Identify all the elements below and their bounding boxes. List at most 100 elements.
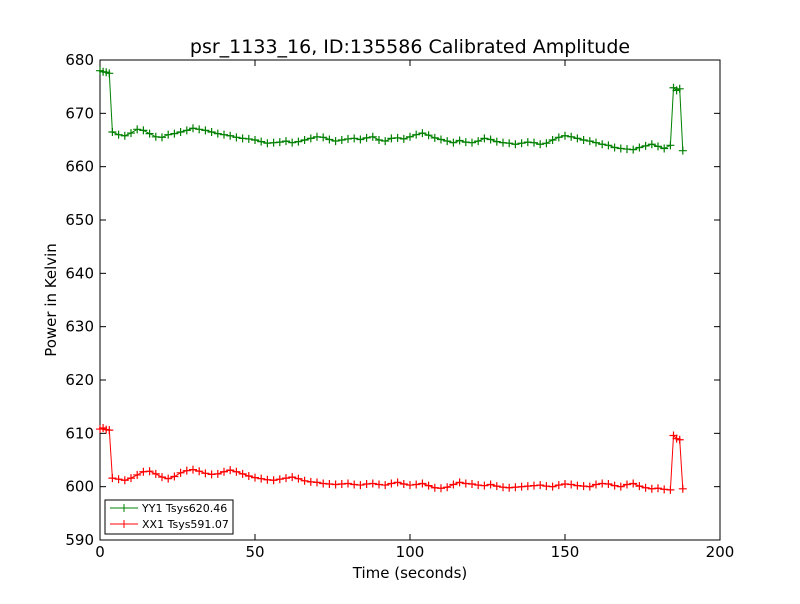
data-point [449, 138, 458, 147]
data-point [635, 143, 644, 152]
data-point [406, 132, 414, 141]
data-point [108, 474, 117, 483]
data-point [492, 482, 501, 491]
data-point [412, 130, 421, 139]
data-point [542, 139, 551, 148]
x-axis-label: Time (seconds) [352, 564, 468, 582]
data-point [474, 137, 483, 146]
y-tick-label: 620 [65, 371, 94, 389]
data-point [182, 126, 191, 135]
y-tick-label: 610 [65, 424, 94, 442]
data-point [424, 481, 433, 490]
data-point [275, 475, 284, 484]
data-point [492, 137, 501, 146]
legend-item-yy1: YY1 Tsys620.46 [110, 502, 227, 515]
data-point [356, 135, 365, 144]
data-point [368, 479, 377, 488]
y-tick-label: 590 [65, 531, 94, 549]
data-point [399, 134, 408, 143]
data-point [375, 136, 383, 144]
data-point [610, 481, 619, 490]
data-point [182, 466, 191, 475]
data-point [127, 474, 135, 483]
data-point [213, 129, 222, 138]
data-point [616, 482, 625, 491]
data-point [226, 466, 235, 475]
plot-area: 0 50 100 150 200 590 600 610 620 630 640 650 660 670 6… [65, 51, 734, 561]
data-point [393, 478, 402, 487]
data-point [306, 134, 315, 143]
data-point [238, 469, 247, 478]
data-point [251, 136, 259, 144]
data-point [176, 468, 185, 477]
data-point [554, 133, 563, 142]
data-point [120, 131, 129, 140]
data-point [678, 146, 687, 155]
x-tick-label: 50 [245, 543, 264, 561]
data-point [443, 483, 452, 492]
data-point [437, 484, 445, 493]
data-point [145, 129, 154, 138]
data-point [530, 138, 538, 147]
y-tick-label: 680 [65, 51, 94, 69]
data-point [387, 479, 396, 488]
data-point [356, 481, 365, 490]
data-point [114, 475, 123, 484]
data-point [393, 133, 402, 142]
data-point [288, 473, 297, 482]
y-tick-label: 600 [65, 478, 94, 496]
data-point [381, 481, 390, 490]
chart-title: psr_1133_16, ID:135586 Calibrated Amplit… [190, 36, 630, 58]
data-point [629, 145, 638, 154]
data-point [592, 138, 600, 147]
data-point [561, 131, 569, 140]
data-point [604, 141, 613, 150]
data-point [145, 467, 154, 476]
data-point [164, 474, 173, 483]
data-point [486, 480, 495, 489]
data-point [275, 138, 284, 147]
data-point [127, 129, 135, 138]
data-point [536, 140, 545, 149]
data-point [220, 130, 228, 139]
data-point [294, 474, 303, 483]
y-axis-label: Power in Kelvin [42, 243, 60, 357]
data-point [480, 481, 489, 490]
data-point [579, 136, 588, 144]
y-tick-label: 670 [65, 104, 94, 122]
data-point [325, 135, 334, 144]
data-point [567, 480, 576, 489]
data-point [468, 480, 476, 488]
data-point [449, 480, 458, 489]
data-point [610, 143, 619, 152]
data-point [418, 479, 427, 488]
data-point [139, 126, 148, 135]
data-point [151, 469, 160, 478]
x-tick-label: 100 [396, 543, 425, 561]
data-point [629, 479, 638, 488]
data-point [226, 131, 235, 140]
legend: YY1 Tsys620.46 XX1 Tsys591.07 [104, 499, 234, 535]
data-point [201, 469, 210, 478]
data-point [548, 482, 557, 491]
data-point [300, 136, 309, 144]
data-point [114, 130, 123, 139]
data-point [195, 467, 204, 476]
data-point [443, 137, 452, 146]
data-point [158, 473, 166, 482]
data-point [455, 136, 464, 145]
data-point [232, 467, 241, 476]
legend-label-xx1: XX1 Tsys591.07 [142, 518, 229, 531]
data-point [536, 481, 545, 490]
data-point [170, 129, 179, 138]
data-point [511, 140, 520, 149]
data-point [362, 133, 371, 142]
data-point [654, 142, 662, 151]
data-point [675, 84, 684, 93]
data-point [480, 134, 489, 143]
series-1 [96, 424, 687, 494]
data-point [635, 482, 644, 491]
data-point [666, 141, 675, 150]
data-point [257, 474, 266, 483]
